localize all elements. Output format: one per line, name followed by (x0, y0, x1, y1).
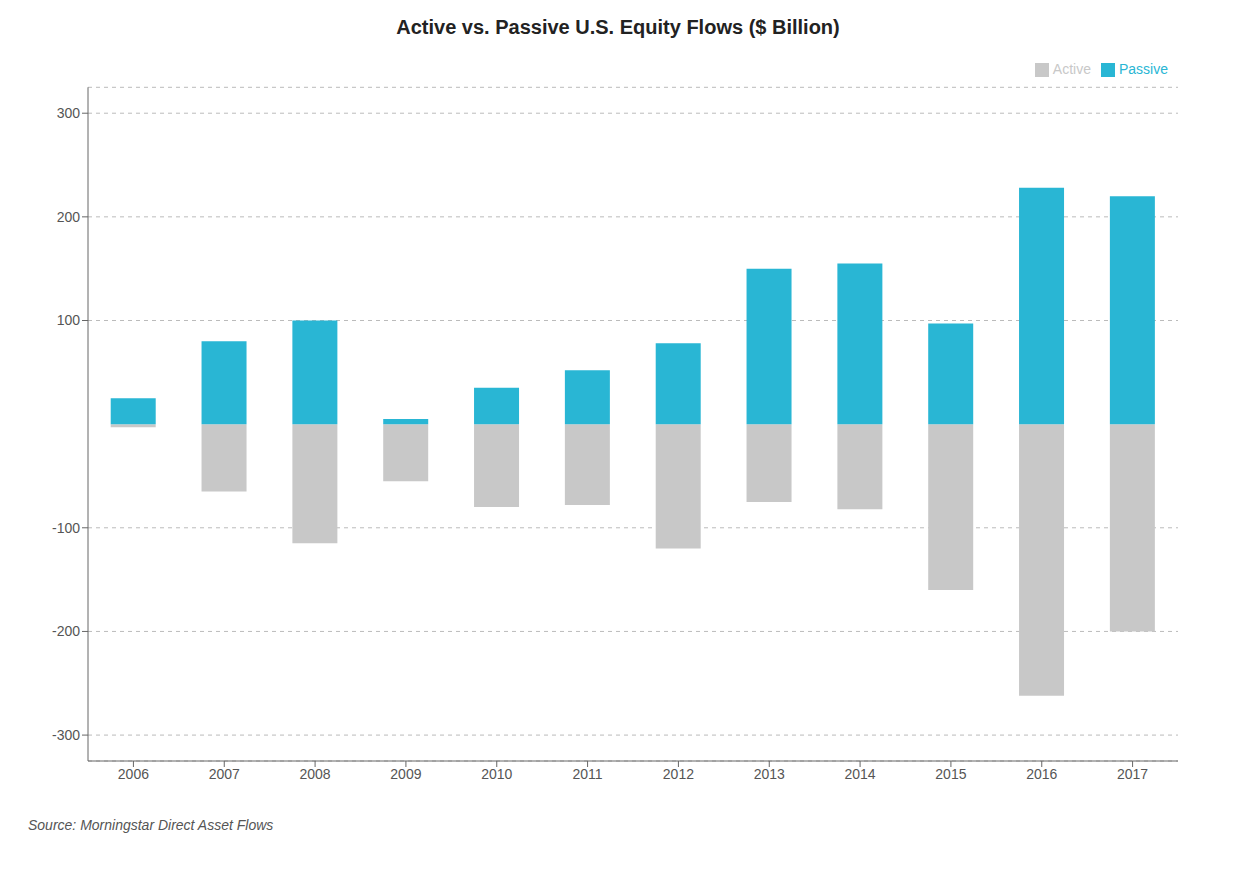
svg-text:2015: 2015 (935, 766, 966, 782)
svg-text:2007: 2007 (209, 766, 240, 782)
svg-text:2009: 2009 (390, 766, 421, 782)
svg-text:2010: 2010 (481, 766, 512, 782)
svg-text:-200: -200 (52, 623, 80, 639)
svg-text:2014: 2014 (845, 766, 876, 782)
svg-text:2008: 2008 (300, 766, 331, 782)
svg-text:200: 200 (57, 209, 81, 225)
svg-text:100: 100 (57, 312, 81, 328)
svg-text:2013: 2013 (754, 766, 785, 782)
svg-text:2016: 2016 (1026, 766, 1057, 782)
html-text:Passive: Passive (1119, 61, 1168, 77)
html-text:Active: Active (1052, 61, 1091, 77)
svg-text:2011: 2011 (573, 766, 603, 782)
html-text:Source: Morningstar Direct Ass: Source: Morningstar Direct Asset Flows (28, 817, 274, 833)
html-text:Active vs. Passive U.S. Equity: Active vs. Passive U.S. Equity Flows ($ … (396, 16, 840, 38)
svg-text:2006: 2006 (118, 766, 149, 782)
svg-text:300: 300 (57, 105, 81, 121)
svg-text:-100: -100 (52, 520, 80, 536)
svg-text:2012: 2012 (663, 766, 694, 782)
svg-text:2017: 2017 (1117, 766, 1148, 782)
svg-text:-300: -300 (52, 727, 80, 743)
